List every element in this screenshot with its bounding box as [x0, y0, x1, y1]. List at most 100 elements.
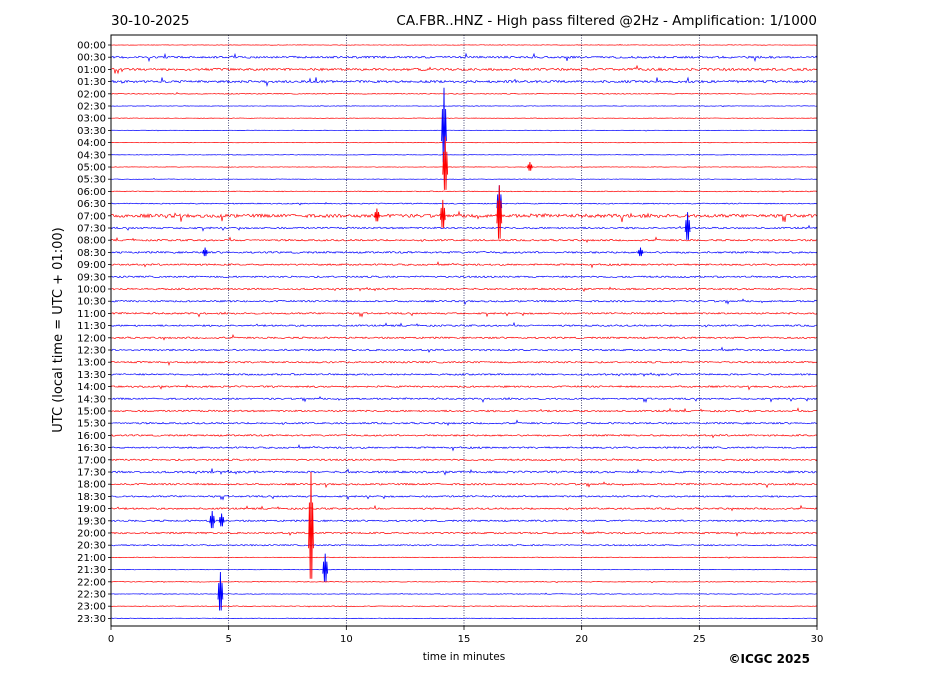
row-time-label: 17:00 [77, 455, 106, 466]
vertical-gridlines [228, 35, 700, 626]
trace-row [110, 166, 818, 168]
row-time-label: 17:30 [77, 468, 106, 479]
row-time-label: 04:30 [77, 150, 106, 161]
row-time-label: 09:00 [77, 260, 106, 271]
row-time-label: 15:30 [77, 419, 106, 430]
row-time-label: 18:30 [77, 492, 106, 503]
row-time-label: 05:30 [77, 175, 106, 186]
row-time-label: 16:00 [77, 431, 106, 442]
x-tick-label: 15 [458, 634, 471, 645]
row-time-label: 10:30 [77, 297, 106, 308]
trace-row [110, 154, 818, 156]
trace-row [110, 286, 818, 293]
date-label: 30-10-2025 [111, 13, 189, 29]
row-time-label: 01:00 [77, 65, 106, 76]
trace-row [110, 261, 818, 269]
row-time-label: 12:00 [77, 333, 106, 344]
trace-row [110, 202, 818, 206]
row-time-label: 12:30 [77, 346, 106, 357]
event-spike [442, 136, 449, 190]
event-spike [684, 212, 691, 240]
event-spike [374, 208, 380, 222]
row-time-label: 04:00 [77, 138, 106, 149]
trace-row [110, 76, 818, 87]
row-time-label: 07:30 [77, 224, 106, 235]
x-tick-label: 25 [693, 634, 706, 645]
trace-row [110, 92, 818, 95]
trace-row [110, 396, 818, 403]
x-tick-label: 0 [108, 634, 114, 645]
event-spike [218, 513, 225, 527]
row-time-label: 07:00 [77, 211, 106, 222]
event-spike [308, 471, 314, 579]
trace-row [110, 568, 818, 571]
row-time-label: 14:00 [77, 382, 106, 393]
row-time-label: 03:00 [77, 114, 106, 125]
trace-row [110, 105, 818, 108]
x-tick-label: 30 [811, 634, 824, 645]
trace-row [110, 275, 818, 279]
y-axis-label: UTC (local time = UTC + 01:00) [51, 227, 66, 432]
event-spike [209, 510, 216, 529]
row-time-label: 08:00 [77, 236, 106, 247]
event-spike [496, 185, 503, 239]
row-time-label: 23:00 [77, 602, 106, 613]
x-tick-label: 5 [225, 634, 231, 645]
row-time-label: 20:30 [77, 541, 106, 552]
row-time-label: 01:30 [77, 77, 106, 88]
row-time-label: 21:00 [77, 553, 106, 564]
trace-row [110, 384, 818, 391]
trace-row [110, 458, 818, 462]
row-time-label: 14:30 [77, 394, 106, 405]
copyright-label: ©ICGC 2025 [728, 652, 810, 666]
trace-row [110, 580, 818, 584]
event-spike [637, 247, 644, 257]
event-spike [217, 571, 224, 611]
event-spike [322, 553, 329, 582]
row-time-label: 02:00 [77, 89, 106, 100]
row-time-label: 02:30 [77, 102, 106, 113]
row-time-label: 06:30 [77, 199, 106, 210]
event-spike [527, 162, 533, 171]
trace-row [110, 481, 818, 489]
row-time-label: 16:30 [77, 443, 106, 454]
row-time-label: 18:00 [77, 480, 106, 491]
x-tick-label: 20 [575, 634, 588, 645]
trace-row [110, 605, 818, 608]
event-spike [441, 87, 447, 163]
station-title: CA.FBR..HNZ - High pass filtered @2Hz - … [396, 13, 817, 29]
row-time-label: 10:00 [77, 285, 106, 296]
row-time-label: 15:00 [77, 407, 106, 418]
row-time-label: 05:00 [77, 163, 106, 174]
trace-row [110, 495, 818, 501]
x-axis-label: time in minutes [423, 651, 505, 663]
row-time-label: 19:00 [77, 504, 106, 515]
trace-row [110, 64, 818, 75]
row-time-label: 19:30 [77, 516, 106, 527]
row-time-label: 21:30 [77, 565, 106, 576]
row-time-label: 20:00 [77, 529, 106, 540]
row-time-label: 00:30 [77, 53, 106, 64]
row-time-label: 00:00 [77, 41, 106, 52]
row-time-label: 23:30 [77, 614, 106, 625]
row-time-label: 22:30 [77, 590, 106, 601]
row-time-label: 11:00 [77, 309, 106, 320]
trace-row [110, 468, 818, 476]
row-time-label: 09:30 [77, 272, 106, 283]
event-spike [439, 199, 446, 228]
plot-frame [110, 34, 818, 627]
row-time-label: 03:30 [77, 126, 106, 137]
x-tick-label: 10 [340, 634, 353, 645]
event-spike [202, 247, 208, 257]
trace-row [110, 592, 818, 595]
row-time-label: 22:00 [77, 577, 106, 588]
row-time-label: 13:00 [77, 358, 106, 369]
row-time-label: 08:30 [77, 248, 106, 259]
row-time-label: 11:30 [77, 321, 106, 332]
x-axis-ticks: 0 5 10 15 20 25 30 [108, 626, 824, 645]
trace-row [110, 178, 818, 180]
row-time-label: 13:30 [77, 370, 106, 381]
row-time-label: 06:00 [77, 187, 106, 198]
